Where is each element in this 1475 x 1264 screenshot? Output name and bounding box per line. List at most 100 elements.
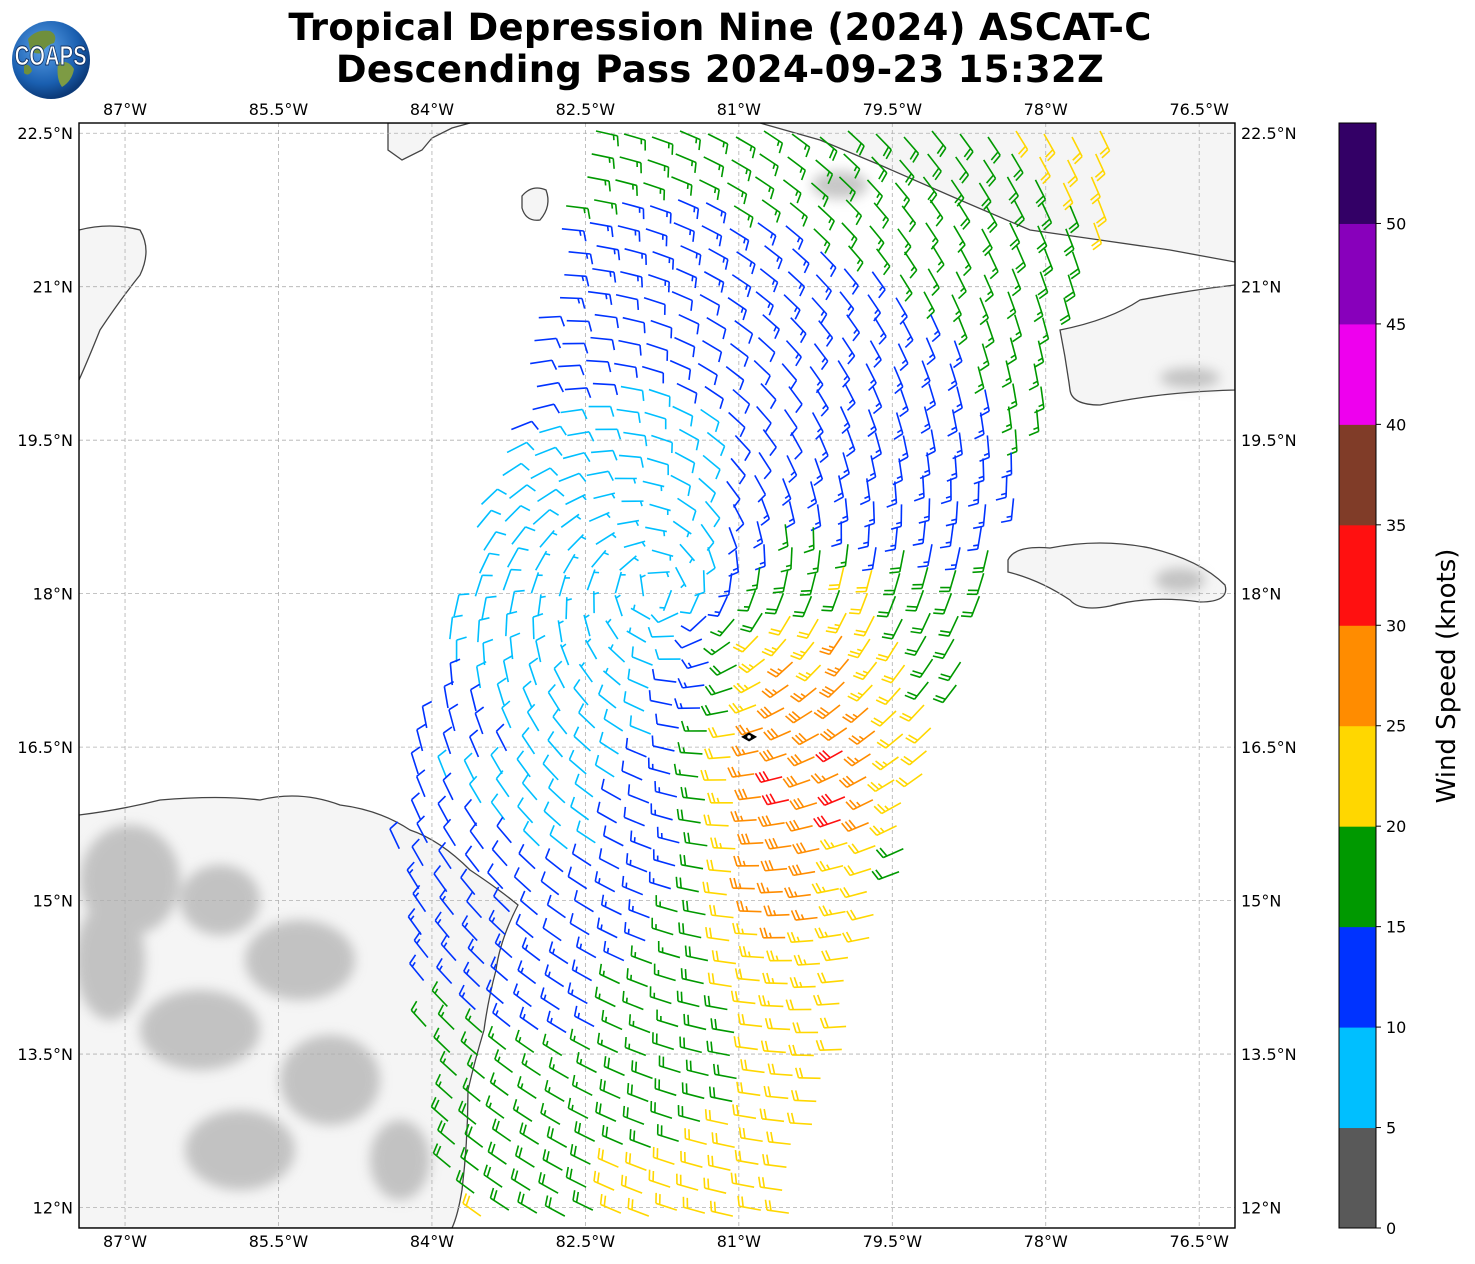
wind-barb [890, 504, 903, 530]
wind-barb [938, 661, 962, 682]
wind-barb [1013, 199, 1025, 228]
wind-barb [703, 156, 725, 178]
wind-barb [735, 136, 756, 159]
wind-barb [643, 296, 666, 315]
wind-barb [599, 1078, 621, 1100]
wind-barb [920, 406, 931, 434]
wind-barb [953, 340, 963, 369]
wind-barb [946, 455, 958, 482]
wind-barb [506, 441, 535, 454]
wind-barb [875, 133, 893, 160]
wind-barb [560, 513, 582, 528]
wind-barb [521, 727, 536, 755]
wind-barb [594, 871, 616, 893]
wind-barb [740, 612, 763, 633]
wind-barb [917, 544, 933, 568]
wind-barb [893, 366, 904, 395]
wind-barb [622, 316, 646, 334]
wind-barb [677, 1105, 701, 1123]
wind-barb [839, 452, 850, 480]
wind-barb [538, 1172, 559, 1194]
wind-barb [683, 832, 708, 847]
wind-barb [598, 684, 617, 709]
wind-barb [847, 130, 865, 156]
wind-barb [630, 945, 653, 965]
wind-barb [875, 248, 891, 276]
wind-barb [505, 610, 518, 637]
wind-barb [495, 723, 508, 752]
wind-barb [490, 746, 503, 775]
wind-barb [791, 732, 820, 746]
wind-barb [895, 297, 908, 325]
wind-barb [510, 1168, 531, 1191]
wind-barb [862, 547, 877, 572]
wind-barb [781, 363, 798, 390]
wind-barb [844, 383, 856, 411]
wind-barb [700, 704, 729, 717]
wind-barb [485, 1095, 505, 1119]
wind-barb [614, 571, 626, 594]
colorbar-segment [1339, 926, 1376, 1028]
wind-barb [782, 179, 802, 204]
wind-barb [476, 509, 502, 528]
wind-barb [900, 750, 927, 766]
wind-barb [442, 772, 454, 801]
wind-barb [792, 1022, 819, 1034]
wind-barb [494, 1049, 513, 1074]
wind-barb [474, 706, 485, 735]
wind-barb [925, 337, 936, 366]
wind-barb [768, 615, 791, 636]
wind-barb [700, 408, 720, 433]
wind-barb [843, 153, 861, 179]
wind-barb [438, 841, 452, 870]
wind-barb [734, 320, 754, 344]
wind-barb [759, 153, 779, 177]
wind-barb [957, 202, 971, 230]
wind-barb [734, 788, 761, 801]
wind-barb [598, 963, 620, 985]
wind-barb [674, 638, 703, 649]
wind-barb [789, 797, 818, 811]
wind-barb [1034, 386, 1045, 414]
wind-barb [790, 641, 815, 661]
wind-barb [947, 363, 958, 392]
wind-barb [828, 567, 845, 591]
wind-barb [621, 202, 645, 220]
terrain-shading [79, 171, 1220, 1200]
wind-barb [783, 294, 801, 320]
wind-barb [442, 726, 453, 755]
wind-barb [1091, 222, 1103, 251]
wind-barb [951, 294, 962, 323]
title-line-1: Tropical Depression Nine (2024) ASCAT-C [288, 6, 1152, 49]
wind-barb [514, 1145, 535, 1168]
colorbar: 0 5 10 15 20 25 30 35 40 45 50 [1338, 122, 1406, 1238]
wind-barb [876, 733, 904, 749]
title-line-2: Descending Pass 2024-09-23 15:32Z [335, 48, 1105, 91]
wind-barb [614, 362, 638, 378]
wind-barb [867, 409, 877, 438]
wind-barb [912, 521, 927, 546]
wind-barb [437, 749, 447, 778]
wind-barb [434, 911, 450, 939]
wind-barb [462, 1193, 482, 1217]
wind-barb [591, 449, 618, 461]
wind-barb [788, 1044, 814, 1057]
wind-barb [654, 1078, 677, 1097]
wind-barb [732, 922, 758, 936]
wind-barb [757, 815, 785, 828]
wind-barb [659, 589, 673, 612]
wind-barb [410, 792, 422, 821]
lat-label-left: 18°N [33, 585, 73, 604]
wind-barb [482, 638, 494, 666]
lat-label-right: 13.5°N [1241, 1045, 1297, 1064]
wind-barb [772, 570, 789, 594]
wind-barb [495, 770, 510, 798]
wind-barb [651, 735, 675, 752]
wind-barb [620, 385, 645, 402]
wind-barb [810, 182, 829, 208]
wind-barb [564, 273, 590, 287]
wind-barb [651, 434, 673, 453]
wind-barb [972, 550, 989, 574]
wind-barb [656, 1009, 679, 1028]
wind-barb [647, 571, 670, 578]
